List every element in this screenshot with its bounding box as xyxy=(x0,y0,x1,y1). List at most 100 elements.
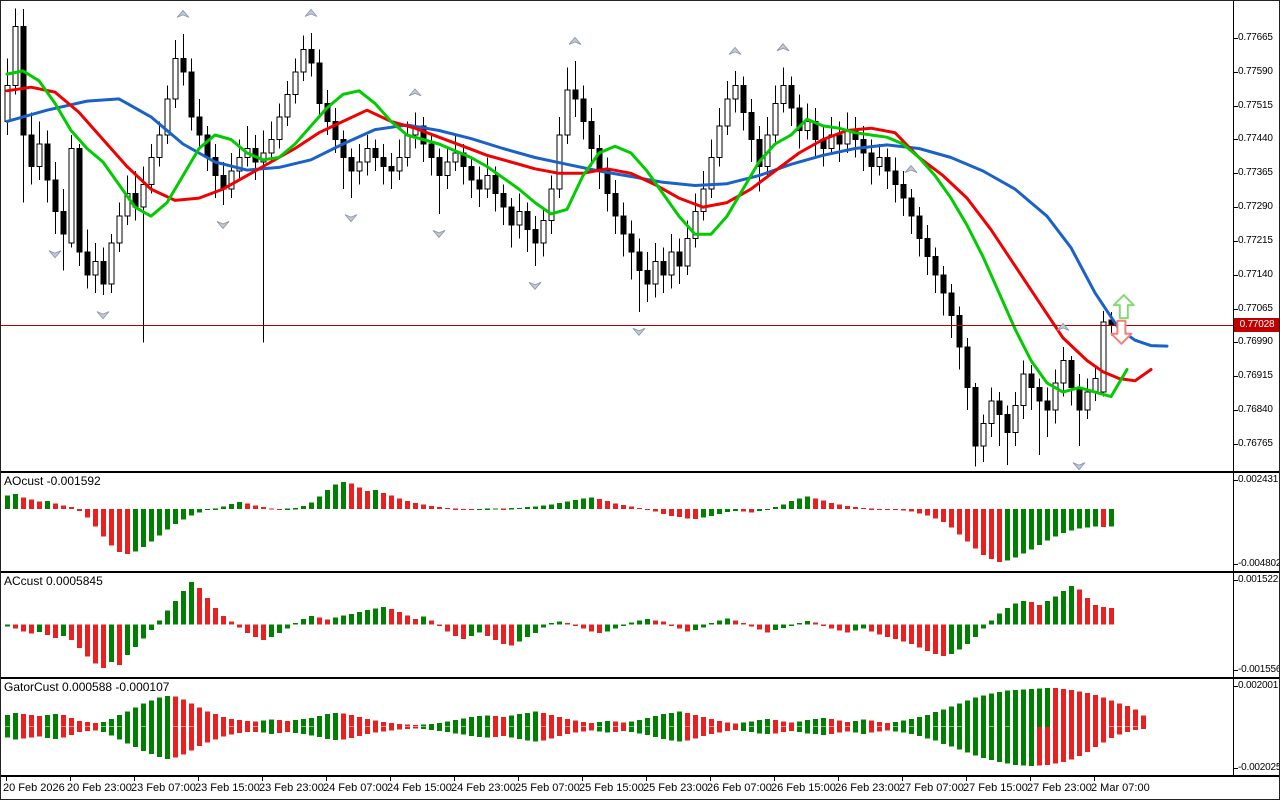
time-tick xyxy=(1030,777,1031,781)
time-label: 23 Feb 23:00 xyxy=(259,782,324,794)
time-label: 23 Feb 15:00 xyxy=(195,782,260,794)
time-label: 26 Feb 07:00 xyxy=(707,782,772,794)
time-tick xyxy=(6,777,7,781)
time-tick xyxy=(326,777,327,781)
axis-tick xyxy=(1233,376,1238,377)
axis-tick xyxy=(1233,670,1238,671)
ao-indicator-pane[interactable] xyxy=(1,473,1233,571)
time-tick xyxy=(1094,777,1095,781)
fractal-up-icon xyxy=(728,46,742,55)
fractal-up-icon xyxy=(904,164,918,173)
time-label: 24 Feb 15:00 xyxy=(387,782,452,794)
axis-tick xyxy=(1233,342,1238,343)
time-tick xyxy=(518,777,519,781)
time-label: 20 Feb 23:00 xyxy=(67,782,132,794)
price-label: 0.77515 xyxy=(1238,100,1273,111)
price-label: 0.77290 xyxy=(1238,201,1273,212)
fractal-up-icon xyxy=(176,9,190,18)
time-tick xyxy=(966,777,967,781)
time-label: 23 Feb 07:00 xyxy=(131,782,196,794)
axis-tick xyxy=(1233,173,1238,174)
fractal-down-icon xyxy=(216,220,230,230)
axis-tick xyxy=(1233,106,1238,107)
ac-max-label: 0.0015221 xyxy=(1238,574,1280,585)
time-tick xyxy=(198,777,199,781)
axis-tick xyxy=(1233,480,1238,481)
bid-price-label: 0.77028 xyxy=(1234,318,1279,332)
axis-tick xyxy=(1233,139,1238,140)
price-label: 0.77065 xyxy=(1238,303,1273,314)
fractal-up-icon xyxy=(568,36,582,45)
time-label: 27 Feb 23:00 xyxy=(1027,782,1092,794)
price-label: 0.77140 xyxy=(1238,269,1273,280)
axis-tick xyxy=(1233,309,1238,310)
time-label: 27 Feb 07:00 xyxy=(899,782,964,794)
sell-signal-arrow-icon xyxy=(1110,319,1133,345)
ao-pane-title: AOcust -0.001592 xyxy=(4,474,101,488)
fractal-down-icon xyxy=(344,214,358,223)
gator-pane-title: GatorCust 0.000588 -0.000107 xyxy=(4,680,170,694)
axis-tick xyxy=(1233,768,1238,769)
fractal-down-icon xyxy=(432,230,446,239)
chart-bottom-border xyxy=(1,775,1279,777)
price-label: 0.77590 xyxy=(1238,66,1273,77)
time-tick xyxy=(902,777,903,781)
time-label: 24 Feb 07:00 xyxy=(323,782,388,794)
time-label: 25 Feb 23:00 xyxy=(643,782,708,794)
fractal-up-icon xyxy=(776,43,790,52)
price-label: 0.77365 xyxy=(1238,167,1273,178)
time-tick xyxy=(70,777,71,781)
time-label: 26 Feb 15:00 xyxy=(771,782,836,794)
axis-tick xyxy=(1233,72,1238,73)
price-label: 0.76765 xyxy=(1238,438,1273,449)
main-price-chart-pane[interactable] xyxy=(1,1,1233,471)
fractal-down-icon xyxy=(96,311,110,320)
time-label: 20 Feb 2026 xyxy=(3,782,65,794)
fractal-down-icon xyxy=(632,327,646,337)
ac-indicator-pane[interactable] xyxy=(1,573,1233,677)
axis-tick xyxy=(1233,241,1238,242)
time-label: 26 Feb 23:00 xyxy=(835,782,900,794)
buy-signal-arrow-icon xyxy=(1112,294,1135,320)
price-label: 0.76990 xyxy=(1238,336,1273,347)
time-tick xyxy=(838,777,839,781)
time-tick xyxy=(646,777,647,781)
time-tick xyxy=(454,777,455,781)
time-axis[interactable]: 20 Feb 2026 20 Feb 23:00 23 Feb 07:00 23 Fe… xyxy=(1,777,1279,799)
gator-max-label: 0.002001 xyxy=(1238,680,1279,691)
price-label: 0.76840 xyxy=(1238,404,1273,415)
axis-tick xyxy=(1233,444,1238,445)
axis-tick xyxy=(1233,686,1238,687)
fractal-down-icon xyxy=(528,281,542,290)
axis-tick xyxy=(1233,207,1238,208)
time-label: 27 Feb 15:00 xyxy=(963,782,1028,794)
axis-tick xyxy=(1233,580,1238,581)
price-label: 0.77215 xyxy=(1238,235,1273,246)
time-tick xyxy=(774,777,775,781)
price-scale-border xyxy=(1233,1,1234,775)
fractal-up-icon xyxy=(304,8,318,17)
pane-separator[interactable] xyxy=(1,677,1279,679)
ao-min-label: -0.004802 xyxy=(1238,558,1280,569)
axis-tick xyxy=(1233,410,1238,411)
ao-max-label: 0.002431 xyxy=(1238,474,1279,485)
time-tick xyxy=(710,777,711,781)
axis-tick xyxy=(1233,564,1238,565)
price-label: 0.77665 xyxy=(1238,32,1273,43)
pane-separator[interactable] xyxy=(1,571,1279,573)
ac-pane-title: ACcust 0.0005845 xyxy=(4,574,103,588)
time-tick xyxy=(262,777,263,781)
price-label: 0.77440 xyxy=(1238,133,1273,144)
fractal-up-icon xyxy=(1056,322,1070,331)
time-tick xyxy=(390,777,391,781)
time-label: 25 Feb 07:00 xyxy=(515,782,580,794)
pane-separator[interactable] xyxy=(1,471,1279,473)
time-label: 24 Feb 23:00 xyxy=(451,782,516,794)
time-label: 2 Mar 07:00 xyxy=(1091,782,1150,794)
gator-indicator-pane[interactable] xyxy=(1,679,1233,775)
axis-tick xyxy=(1233,38,1238,39)
ac-min-label: -0.0015569 xyxy=(1238,664,1279,675)
time-tick xyxy=(582,777,583,781)
axis-tick xyxy=(1233,275,1238,276)
